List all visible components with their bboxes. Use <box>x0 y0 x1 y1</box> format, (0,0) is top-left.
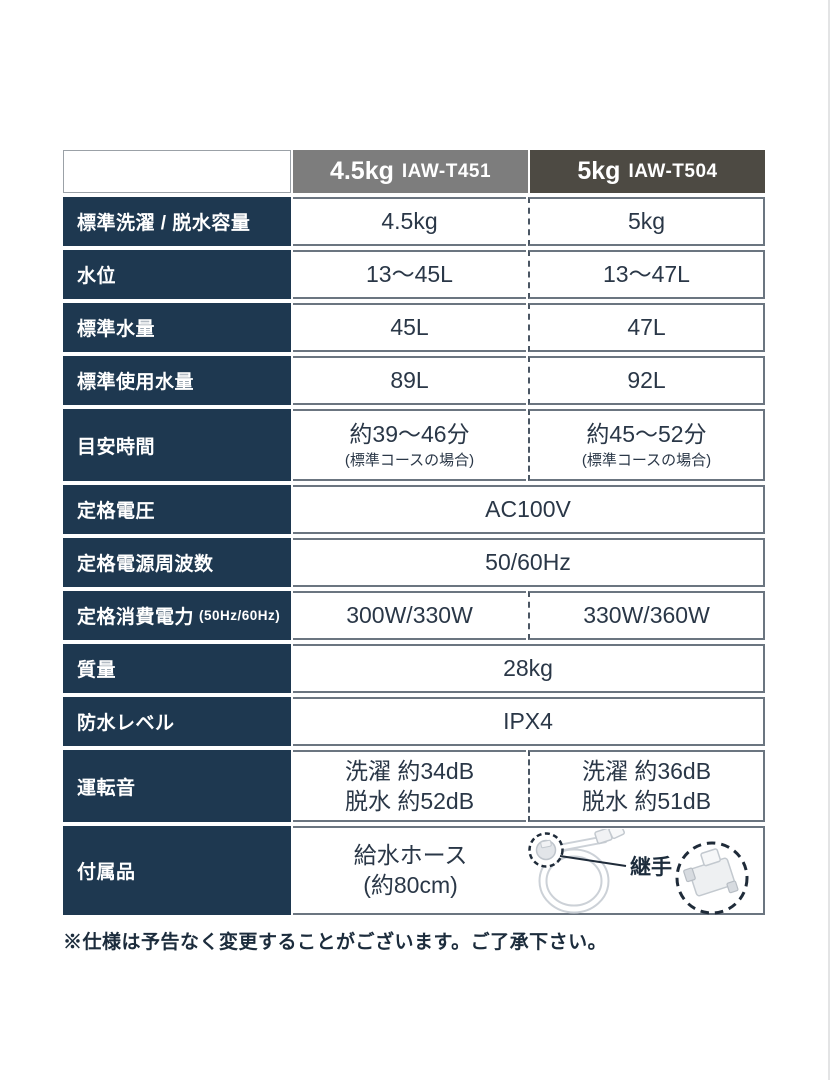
table-row: 定格電源周波数 50/60Hz <box>63 538 765 587</box>
row-value-span: AC100V <box>293 485 765 534</box>
row-value: 300W/330W <box>293 591 526 640</box>
table-row: 標準使用水量 89L 92L <box>63 356 765 405</box>
column-header-iaw-t504: 5kg IAW-T504 <box>530 150 765 193</box>
water-hose-svg: 継手 <box>528 829 749 915</box>
connector-highlight-circle <box>528 832 564 868</box>
hose-end-connector <box>594 829 625 845</box>
row-label: 運転音 <box>63 750 291 822</box>
table-row: 質量 28kg <box>63 644 765 693</box>
header-empty-cell <box>63 150 291 193</box>
row-value: 5kg <box>528 197 765 246</box>
column-model: IAW-T504 <box>628 160 718 182</box>
table-row: 水位 13〜45L 13〜47L <box>63 250 765 299</box>
row-value-span: 50/60Hz <box>293 538 765 587</box>
row-value: 47L <box>528 303 765 352</box>
column-header-iaw-t451: 4.5kg IAW-T451 <box>293 150 528 193</box>
row-value: 約45〜52分 (標準コースの場合) <box>528 409 765 481</box>
row-value-line: 脱水 約52dB <box>344 788 475 814</box>
row-label: 水位 <box>63 250 291 299</box>
accessory-description: 給水ホース (約80cm) <box>293 841 528 901</box>
row-value-line: (標準コースの場合) <box>344 451 475 469</box>
row-value: 45L <box>293 303 526 352</box>
row-value-line: 約39〜46分 <box>349 421 470 448</box>
column-capacity: 5kg <box>577 157 621 185</box>
row-label: 定格電圧 <box>63 485 291 534</box>
row-value: 330W/360W <box>528 591 765 640</box>
row-label: 標準水量 <box>63 303 291 352</box>
joint-callout-label: 継手 <box>630 855 672 879</box>
row-label: 定格消費電力 (50Hz/60Hz) <box>63 591 291 640</box>
row-value: 13〜45L <box>293 250 526 299</box>
row-value: 13〜47L <box>528 250 765 299</box>
row-label: 標準洗濯 / 脱水容量 <box>63 197 291 246</box>
row-value-span: IPX4 <box>293 697 765 746</box>
hose-illustration: 継手 <box>528 828 763 915</box>
header-row: 4.5kg IAW-T451 5kg IAW-T504 <box>63 150 765 193</box>
row-value: 洗濯 約36dB 脱水 約51dB <box>528 750 765 822</box>
accessory-cell: 給水ホース (約80cm) <box>293 826 765 915</box>
table-row: 定格消費電力 (50Hz/60Hz) 300W/330W 330W/360W <box>63 591 765 640</box>
row-value: 洗濯 約34dB 脱水 約52dB <box>293 750 526 822</box>
accessory-item-note: (約80cm) <box>363 871 458 898</box>
row-label-suffix: (50Hz/60Hz) <box>199 608 281 623</box>
table-row: 標準洗濯 / 脱水容量 4.5kg 5kg <box>63 197 765 246</box>
row-value-line: (標準コースの場合) <box>581 451 712 469</box>
row-value-line: 洗濯 約36dB <box>581 757 712 784</box>
row-value: 約39〜46分 (標準コースの場合) <box>293 409 526 481</box>
row-value: 92L <box>528 356 765 405</box>
row-value: 89L <box>293 356 526 405</box>
column-capacity: 4.5kg <box>329 157 394 185</box>
row-value-span: 28kg <box>293 644 765 693</box>
row-value-line: 約45〜52分 <box>586 421 707 448</box>
joint-fitting <box>683 848 739 897</box>
spec-table: 4.5kg IAW-T451 5kg IAW-T504 標準洗濯 / 脱水容量 4… <box>63 150 765 915</box>
table-row: 定格電圧 AC100V <box>63 485 765 534</box>
row-value-line: 洗濯 約34dB <box>344 757 475 784</box>
footnote: ※仕様は予告なく変更することがございます。ご了承下さい。 <box>63 932 608 953</box>
accessory-item: 給水ホース <box>353 841 468 868</box>
row-value-line: 脱水 約51dB <box>581 788 712 814</box>
joint-callout-line <box>559 855 627 867</box>
row-label: 標準使用水量 <box>63 356 291 405</box>
row-value: 4.5kg <box>293 197 526 246</box>
row-label: 付属品 <box>63 826 291 915</box>
table-row-accessories: 付属品 給水ホース (約80cm) <box>63 826 765 915</box>
table-row: 運転音 洗濯 約34dB 脱水 約52dB 洗濯 約36dB 脱水 約51dB <box>63 750 765 822</box>
row-label: 定格電源周波数 <box>63 538 291 587</box>
column-model: IAW-T451 <box>401 160 492 182</box>
table-row: 防水レベル IPX4 <box>63 697 765 746</box>
hose-loop <box>538 848 610 914</box>
photo-edge-line <box>828 0 830 1080</box>
row-label: 目安時間 <box>63 409 291 481</box>
table-row: 標準水量 45L 47L <box>63 303 765 352</box>
table-row: 目安時間 約39〜46分 (標準コースの場合) 約45〜52分 (標準コースの場合) <box>63 409 765 481</box>
row-label: 防水レベル <box>63 697 291 746</box>
row-label: 質量 <box>63 644 291 693</box>
